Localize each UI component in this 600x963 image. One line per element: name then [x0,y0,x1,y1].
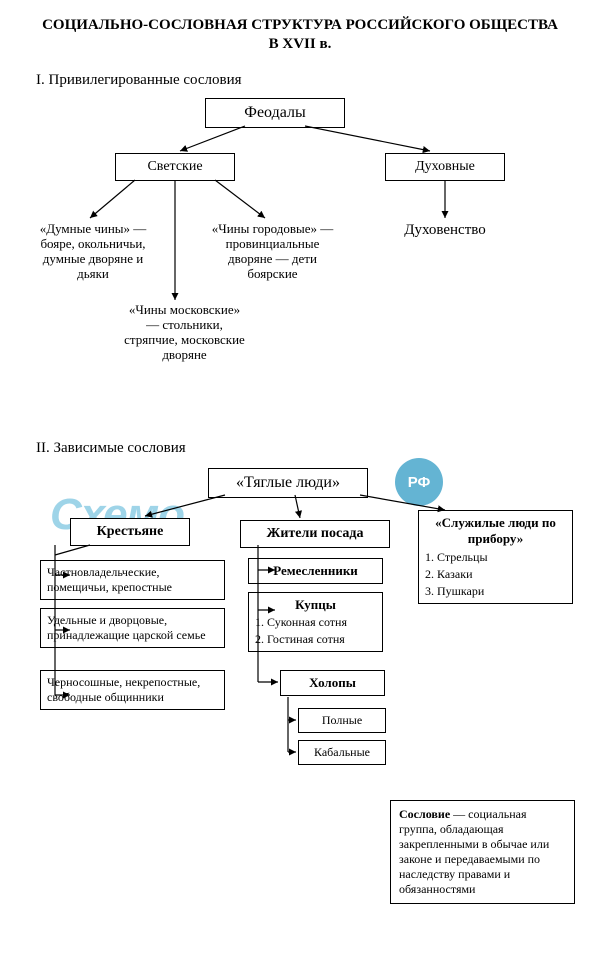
node-kuptsy-l1: 1. Суконная сотня [255,615,376,630]
node-sluzhilye-l2: 2. Казаки [425,567,566,582]
node-dukhovnye: Духовные [385,153,505,181]
section2-heading: II. Зависимые сословия [36,440,186,457]
node-moskovskie: «Чины московские» — стольники, стряпчие,… [122,303,247,363]
node-krestyane: Крестьяне [70,518,190,546]
node-gorodovye: «Чины городовые» — провинциальные дворян… [205,222,340,282]
node-peasants-a: Частновладельческие, помещичьи, крепостн… [40,560,225,600]
node-kuptsy-l2: 2. Гостиная сотня [255,632,376,647]
node-kuptsy: Купцы 1. Суконная сотня 2. Гостиная сотн… [248,592,383,652]
node-kholopy: Холопы [280,670,385,696]
node-peasants-b: Удельные и дворцовые, принадлежащие царс… [40,608,225,648]
node-sluzhilye: «Служилые люди по прибору» 1. Стрельцы 2… [418,510,573,604]
node-svetskie: Светские [115,153,235,181]
node-sluzhilye-l3: 3. Пушкари [425,584,566,599]
node-peasants-c: Черносошные, некрепостные, свободные общ… [40,670,225,710]
node-posad: Жители посада [240,520,390,548]
definition-box: Сословие — социальная группа, обладающая… [390,800,575,904]
node-kholopy-a: Полные [298,708,386,733]
node-remeslenniki: Ремесленники [248,558,383,584]
node-sluzhilye-l1: 1. Стрельцы [425,550,566,565]
watermark-badge: РФ [395,458,443,506]
node-sluzhilye-title: «Служилые люди по прибору» [425,515,566,548]
node-kholopy-b: Кабальные [298,740,386,765]
node-dumnye: «Думные чины» — бояре, окольничьи, думны… [28,222,158,282]
node-dukhovenstvo: Духовенство [380,222,510,239]
node-feodaly: Феодалы [205,98,345,128]
page-title: СОЦИАЛЬНО-СОСЛОВНАЯ СТРУКТУРА РОССИЙСКОГ… [0,16,600,54]
definition-term: Сословие [399,807,450,821]
node-kuptsy-title: Купцы [255,597,376,613]
page-root: Схемо [схемо.рф] РФ СОЦИАЛЬНО-СОСЛОВНАЯ … [0,0,600,963]
node-tyaglye: «Тяглые люди» [208,468,368,498]
section1-heading: I. Привилегированные сословия [36,72,242,89]
